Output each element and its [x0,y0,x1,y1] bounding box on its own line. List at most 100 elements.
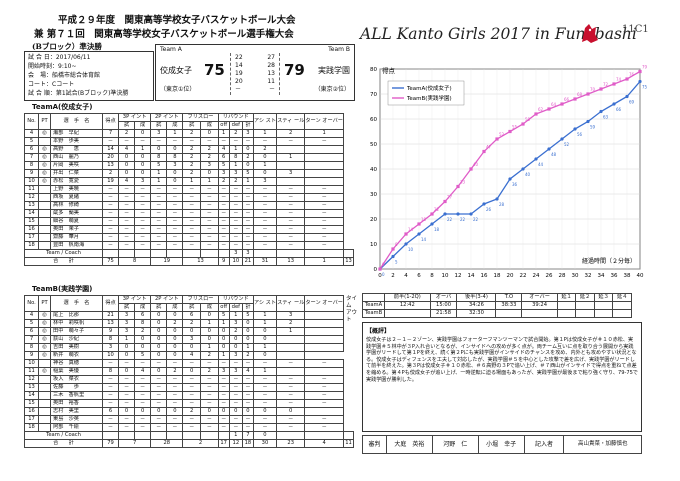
legend-entry: TeamA(佼成女子) [406,84,452,92]
stat-cell: 0 [241,327,254,336]
timeout-header: 延４ [612,293,632,302]
stat-cell: － [117,359,136,368]
timeout-cell: 12:42 [384,301,431,310]
stat-cell: － [200,225,219,234]
data-point [586,92,590,96]
stat-cell [38,217,51,226]
stat-cell: － [134,423,152,432]
stat-cell [150,431,168,440]
timeout-cell [384,309,431,318]
stat-cell: － [252,423,278,432]
stat-cell: 5 [24,319,39,328]
total-cell: 75 [102,257,119,266]
x-tick-label: 26 [546,273,553,279]
x-tick-label: 40 [637,273,644,279]
timeout-header: T.O [495,293,523,302]
stat-cell: － [252,185,278,194]
stat-cell: 4 [182,351,202,360]
stat-cell: － [166,217,184,226]
player-row: 18 豊田 帆南海－－－－－－－－－－－－－ [24,241,354,250]
stat-cell: － [217,201,230,210]
column-subheader: def [228,121,243,130]
stat-cell: 0 [200,129,219,138]
stat-cell: ◎ [38,161,51,170]
stat-cell: 0 [252,407,278,416]
player-row: 13 高林 修綺－－－－－－－－－－－－－ [24,201,354,210]
data-label: 62 [538,107,544,112]
stat-cell [38,241,51,250]
stat-cell: 5 [217,161,230,170]
stat-cell: － [304,375,344,384]
stat-cell: 2 [200,367,219,376]
stat-cell [102,249,119,258]
stat-cell [38,383,51,392]
column-subheader: 成 [134,303,152,312]
player-row: 10 神谷 真穂－－－－－－－－－－－－－ [24,359,354,368]
timeout-cell: 38:33 [495,301,523,310]
player-name: 細谷 萌夏 [50,217,103,226]
stat-cell: － [276,241,306,250]
stat-cell: 0 [166,351,184,360]
column-header: 2P イント [150,113,184,122]
stat-cell: 2 [182,169,202,178]
stat-cell [38,391,51,400]
column-header: ターン オーバー [304,295,344,312]
timeout-cell: 21:58 [429,309,458,318]
stat-cell: － [276,359,306,368]
column-subheader: 成 [166,121,184,130]
stat-cell: － [150,359,168,368]
stat-cell: 13 [24,383,39,392]
stat-cell: 3 [117,327,136,336]
stat-cell: － [276,375,306,384]
player-name: 奥田 茉子 [50,225,103,234]
column-header: アシ スト [252,295,278,312]
stat-cell: － [304,137,344,146]
stat-cell: 0 [150,351,168,360]
stat-cell: － [102,193,119,202]
stat-cell [276,335,306,344]
player-row: 5 本野 歩美－－－－－－－－－－－－－ [24,137,354,146]
stat-cell: － [228,359,243,368]
stat-cell [276,367,306,376]
stat-cell [38,407,51,416]
stat-cell: － [134,241,152,250]
stat-cell: 2 [276,129,306,138]
total-cell: 23 [276,439,306,448]
stat-cell: 2 [228,177,243,186]
stat-cell: 0 [166,327,184,336]
stat-cell: 0 [117,169,136,178]
legend-box [387,80,465,106]
player-name: 高林 修綺 [50,201,103,210]
stat-cell [276,161,306,170]
stat-cell: － [200,201,219,210]
y-tick-label: 10 [370,242,377,248]
stat-cell: 1 [166,129,184,138]
stat-cell: 1 [200,177,219,186]
stat-cell: － [102,233,119,242]
data-point [625,77,629,81]
stat-cell [304,153,344,162]
stat-cell: － [217,423,230,432]
total-cell: 9 [217,257,230,266]
stat-cell [276,343,306,352]
timeout-cell [575,301,595,310]
stat-cell: 0 [228,407,243,416]
x-tick-label: 38 [624,273,631,279]
data-label: 66 [564,97,570,102]
data-label: 48 [551,152,557,157]
total-cell: 2 [182,439,219,448]
column-header: 2P イント [150,295,184,304]
total-cell: 31 [252,257,278,266]
column-subheader: 試 [150,303,168,312]
x-tick-label: 6 [417,273,421,279]
x-tick-label: 28 [559,273,566,279]
stat-cell [304,407,344,416]
stat-cell: 21 [102,311,119,320]
stat-cell: 1 [134,145,152,154]
info-start: 開始時刻：9:10~ [28,63,77,70]
stat-cell: 0 [117,153,136,162]
stat-cell: 0 [117,407,136,416]
player-row: 15 細谷 萌夏－－－－－－－－－－－－－ [24,217,354,226]
stat-cell: － [150,383,168,392]
player-row: 4 ◎ 尾上 比那 21 3 6 0 0 6 0 5 1 5 1 3 [24,311,354,320]
